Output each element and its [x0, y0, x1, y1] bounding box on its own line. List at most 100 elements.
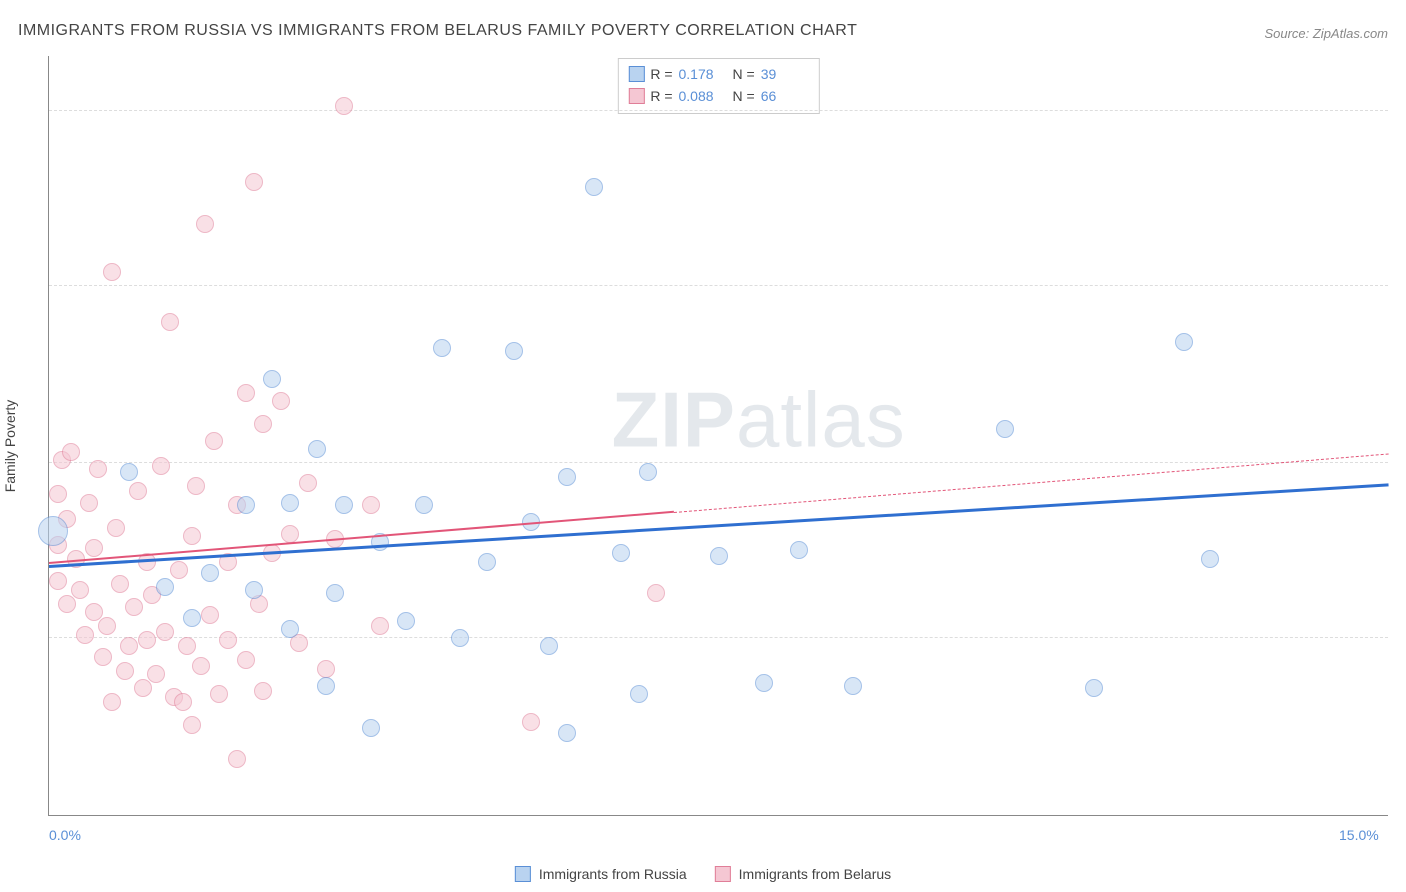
scatter-point-belarus — [103, 263, 121, 281]
scatter-point-belarus — [254, 415, 272, 433]
gridline — [49, 110, 1388, 111]
legend-swatch-russia — [628, 66, 644, 82]
bottom-legend: Immigrants from Russia Immigrants from Be… — [515, 866, 891, 882]
scatter-point-russia — [630, 685, 648, 703]
stat-r-label: R = — [650, 63, 672, 85]
scatter-point-belarus — [49, 485, 67, 503]
scatter-point-belarus — [183, 716, 201, 734]
scatter-point-belarus — [219, 631, 237, 649]
scatter-point-belarus — [138, 631, 156, 649]
scatter-point-belarus — [103, 693, 121, 711]
scatter-point-belarus — [161, 313, 179, 331]
scatter-point-russia — [281, 620, 299, 638]
scatter-point-russia — [790, 541, 808, 559]
scatter-point-belarus — [335, 97, 353, 115]
scatter-point-russia — [639, 463, 657, 481]
legend-swatch-russia — [515, 866, 531, 882]
y-axis-label: Family Poverty — [2, 400, 18, 493]
gridline — [49, 285, 1388, 286]
scatter-point-belarus — [98, 617, 116, 635]
scatter-point-belarus — [299, 474, 317, 492]
scatter-point-belarus — [281, 525, 299, 543]
scatter-point-belarus — [245, 173, 263, 191]
scatter-point-belarus — [85, 539, 103, 557]
scatter-point-belarus — [49, 572, 67, 590]
x-tick-label: 15.0% — [1339, 827, 1379, 843]
scatter-point-belarus — [174, 693, 192, 711]
scatter-point-belarus — [62, 443, 80, 461]
scatter-point-russia — [433, 339, 451, 357]
scatter-point-belarus — [116, 662, 134, 680]
stats-legend-box: R =0.178N =39R =0.088N =66 — [617, 58, 819, 114]
stats-row-belarus: R =0.088N =66 — [628, 85, 808, 107]
scatter-point-belarus — [80, 494, 98, 512]
scatter-point-belarus — [192, 657, 210, 675]
scatter-point-russia — [397, 612, 415, 630]
scatter-point-belarus — [228, 750, 246, 768]
scatter-point-russia — [505, 342, 523, 360]
watermark: ZIPatlas — [612, 375, 906, 466]
scatter-point-russia — [612, 544, 630, 562]
scatter-point-russia — [710, 547, 728, 565]
scatter-point-russia — [755, 674, 773, 692]
scatter-point-russia — [585, 178, 603, 196]
scatter-point-russia — [478, 553, 496, 571]
scatter-point-belarus — [362, 496, 380, 514]
scatter-point-belarus — [111, 575, 129, 593]
scatter-point-russia — [996, 420, 1014, 438]
scatter-point-belarus — [522, 713, 540, 731]
scatter-point-belarus — [178, 637, 196, 655]
stat-n-label: N = — [733, 63, 755, 85]
scatter-point-belarus — [647, 584, 665, 602]
scatter-point-russia — [335, 496, 353, 514]
scatter-point-belarus — [196, 215, 214, 233]
scatter-point-russia — [156, 578, 174, 596]
trend-line-belarus — [49, 511, 675, 564]
scatter-point-russia — [844, 677, 862, 695]
x-tick-label: 0.0% — [49, 827, 81, 843]
scatter-point-belarus — [120, 637, 138, 655]
scatter-point-belarus — [170, 561, 188, 579]
scatter-point-belarus — [129, 482, 147, 500]
scatter-point-belarus — [254, 682, 272, 700]
scatter-point-russia — [1175, 333, 1193, 351]
legend-label: Immigrants from Belarus — [739, 866, 891, 882]
legend-label: Immigrants from Russia — [539, 866, 687, 882]
legend-swatch-belarus — [628, 88, 644, 104]
scatter-point-russia — [451, 629, 469, 647]
stat-r-value: 0.178 — [679, 63, 727, 85]
scatter-point-belarus — [71, 581, 89, 599]
scatter-point-belarus — [152, 457, 170, 475]
stat-r-value: 0.088 — [679, 85, 727, 107]
scatter-point-belarus — [107, 519, 125, 537]
scatter-point-russia — [38, 516, 68, 546]
gridline — [49, 462, 1388, 463]
scatter-point-belarus — [76, 626, 94, 644]
scatter-point-belarus — [125, 598, 143, 616]
source-attribution: Source: ZipAtlas.com — [1264, 26, 1388, 41]
stat-r-label: R = — [650, 85, 672, 107]
scatter-point-russia — [281, 494, 299, 512]
scatter-point-russia — [263, 370, 281, 388]
scatter-point-russia — [183, 609, 201, 627]
scatter-point-belarus — [237, 651, 255, 669]
scatter-point-russia — [415, 496, 433, 514]
scatter-point-russia — [201, 564, 219, 582]
chart-title: IMMIGRANTS FROM RUSSIA VS IMMIGRANTS FRO… — [18, 22, 857, 40]
scatter-point-russia — [1201, 550, 1219, 568]
scatter-point-belarus — [210, 685, 228, 703]
scatter-point-russia — [308, 440, 326, 458]
scatter-point-belarus — [94, 648, 112, 666]
scatter-point-belarus — [89, 460, 107, 478]
scatter-point-belarus — [156, 623, 174, 641]
scatter-point-belarus — [85, 603, 103, 621]
scatter-point-belarus — [205, 432, 223, 450]
scatter-point-belarus — [187, 477, 205, 495]
scatter-point-belarus — [272, 392, 290, 410]
scatter-point-belarus — [134, 679, 152, 697]
scatter-point-russia — [540, 637, 558, 655]
scatter-point-belarus — [317, 660, 335, 678]
plot-area: ZIPatlas R =0.178N =39R =0.088N =66 6.3%… — [48, 56, 1388, 816]
scatter-point-russia — [120, 463, 138, 481]
scatter-point-russia — [362, 719, 380, 737]
